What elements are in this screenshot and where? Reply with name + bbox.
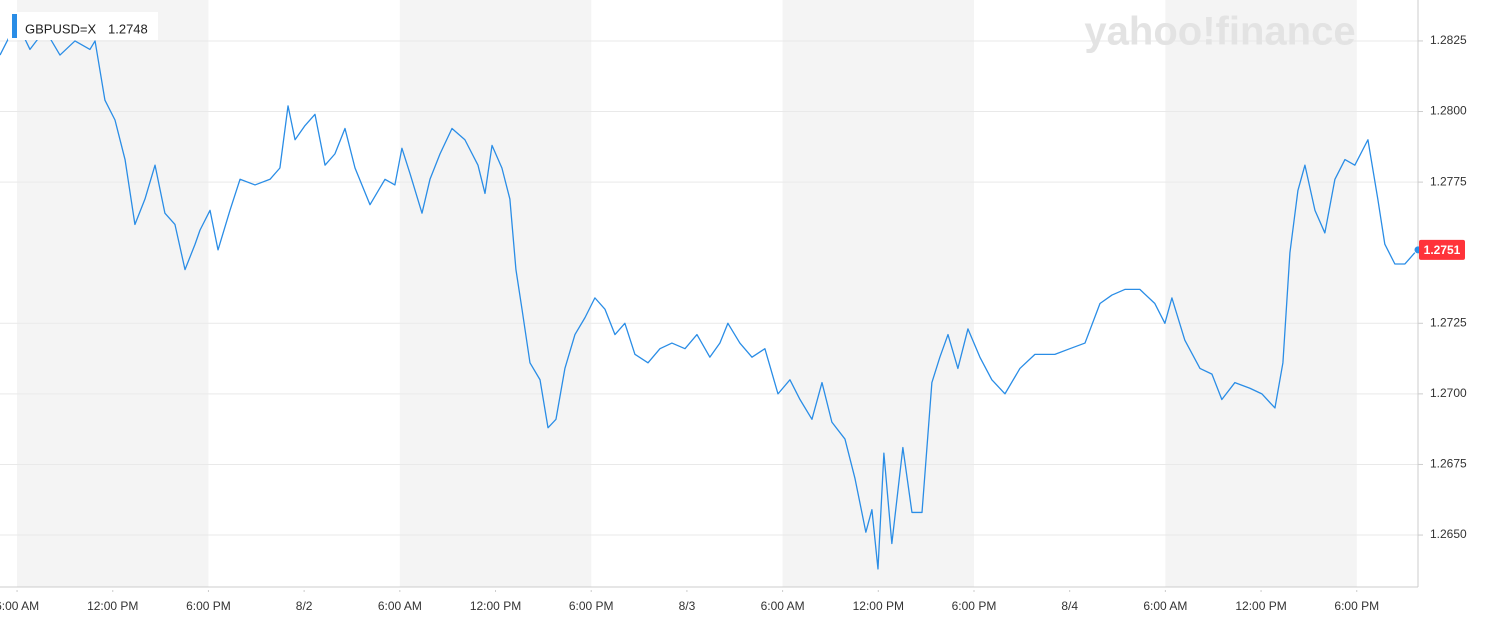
x-tick-label: 12:00 PM [470,599,521,613]
x-tick-label: 8/5 [1444,599,1461,613]
x-tick-label: 6:00 AM [0,599,39,613]
last-price-badge [1419,239,1465,260]
session-band [782,0,974,587]
y-tick-label: 1.2825 [1430,33,1467,47]
y-tick-label: 1.2650 [1430,527,1467,541]
price-line [0,17,1416,570]
session-band [17,0,209,587]
x-tick-label: 6:00 AM [761,599,805,613]
y-tick-label: 1.2725 [1430,315,1467,329]
y-tick-label: 1.2800 [1430,104,1467,118]
x-tick-label: 6:00 AM [378,599,422,613]
session-band [399,0,592,587]
last-price-label: 1.2751 [1424,243,1461,257]
x-tick-label: 12:00 PM [853,599,904,613]
x-tick-label: 8/4 [1061,599,1078,613]
x-tick-label: 6:00 PM [569,599,614,613]
x-tick-label: 8/2 [296,599,313,613]
x-tick-label: 12:00 PM [87,599,138,613]
watermark: yahoo!finance [1084,10,1355,54]
legend-symbol[interactable]: GBPUSD=X [25,21,96,36]
legend-swatch [12,14,17,38]
x-tick-label: 6:00 AM [1143,599,1187,613]
session-band [1165,0,1357,587]
x-tick-label: 12:00 PM [1235,599,1286,613]
x-tick-label: 6:00 PM [186,599,231,613]
legend-box [8,12,158,40]
y-tick-label: 1.2700 [1430,386,1467,400]
x-tick-label: 8/3 [679,599,696,613]
legend-value: 1.2748 [108,21,148,36]
y-tick-label: 1.2775 [1430,174,1467,188]
x-tick-label: 6:00 PM [952,599,997,613]
x-tick-label: 6:00 PM [1334,599,1379,613]
y-tick-label: 1.2675 [1430,457,1467,471]
